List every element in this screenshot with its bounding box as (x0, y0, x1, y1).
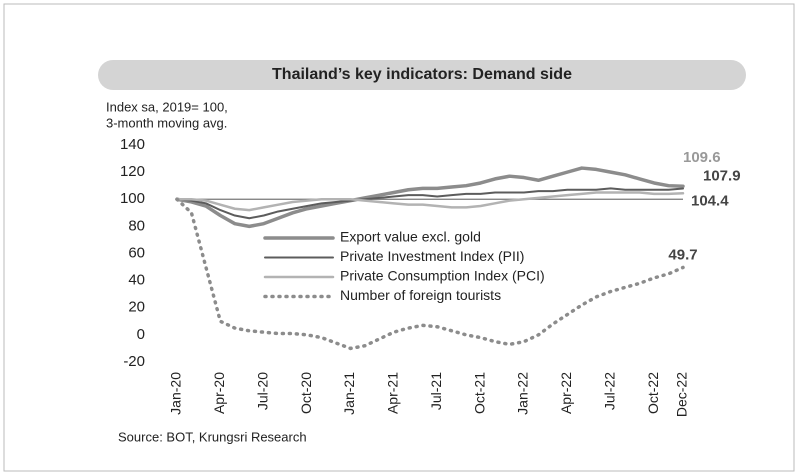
x-tick-label: Jan-22 (515, 372, 531, 415)
y-tick-label: 20 (128, 299, 145, 316)
series-line (175, 166, 685, 229)
title-banner (98, 60, 746, 90)
legend-label: Number of foreign tourists (340, 287, 501, 303)
legend-label: Private Investment Index (PII) (340, 248, 524, 264)
legend-label: Export value excl. gold (340, 229, 481, 245)
series-line (176, 187, 684, 220)
x-tick-label: Apr-22 (558, 372, 574, 414)
data-label: 107.9 (703, 168, 741, 185)
y-axis-label: 3-month moving avg. (106, 115, 227, 130)
y-tick-label: 60 (128, 244, 145, 261)
y-tick-label: 120 (120, 163, 145, 180)
y-tick-label: 40 (128, 272, 145, 289)
x-tick-label: Jul-21 (428, 372, 444, 410)
x-tick-label: Oct-22 (645, 372, 661, 414)
y-tick-label: 0 (137, 326, 145, 343)
data-label: 104.4 (691, 192, 729, 209)
x-tick-label: Dec-22 (674, 372, 690, 417)
y-tick-label: 100 (120, 190, 145, 207)
y-axis-label: Index sa, 2019= 100, (106, 99, 228, 114)
source: Source: BOT, Krungsri Research (118, 429, 307, 444)
x-tick-label: Oct-20 (298, 372, 314, 414)
x-tick-label: Jul-20 (254, 372, 270, 410)
y-tick-label: 80 (128, 217, 145, 234)
y-tick-label: -20 (123, 353, 145, 370)
x-tick-label: Jul-22 (601, 372, 617, 410)
y-tick-label: 140 (120, 136, 145, 153)
data-label: 49.7 (668, 246, 697, 263)
x-tick-label: Apr-20 (211, 372, 227, 414)
x-tick-label: Jan-20 (168, 372, 184, 415)
x-tick-label: Oct-21 (471, 372, 487, 414)
series-line (175, 197, 685, 351)
series-line (175, 191, 685, 212)
x-tick-label: Apr-21 (385, 372, 401, 414)
chart-title: Thailand’s key indicators: Demand side (272, 66, 572, 83)
data-label: 109.6 (683, 149, 721, 166)
x-tick-label: Jan-21 (341, 372, 357, 415)
legend-label: Private Consumption Index (PCI) (340, 268, 545, 284)
